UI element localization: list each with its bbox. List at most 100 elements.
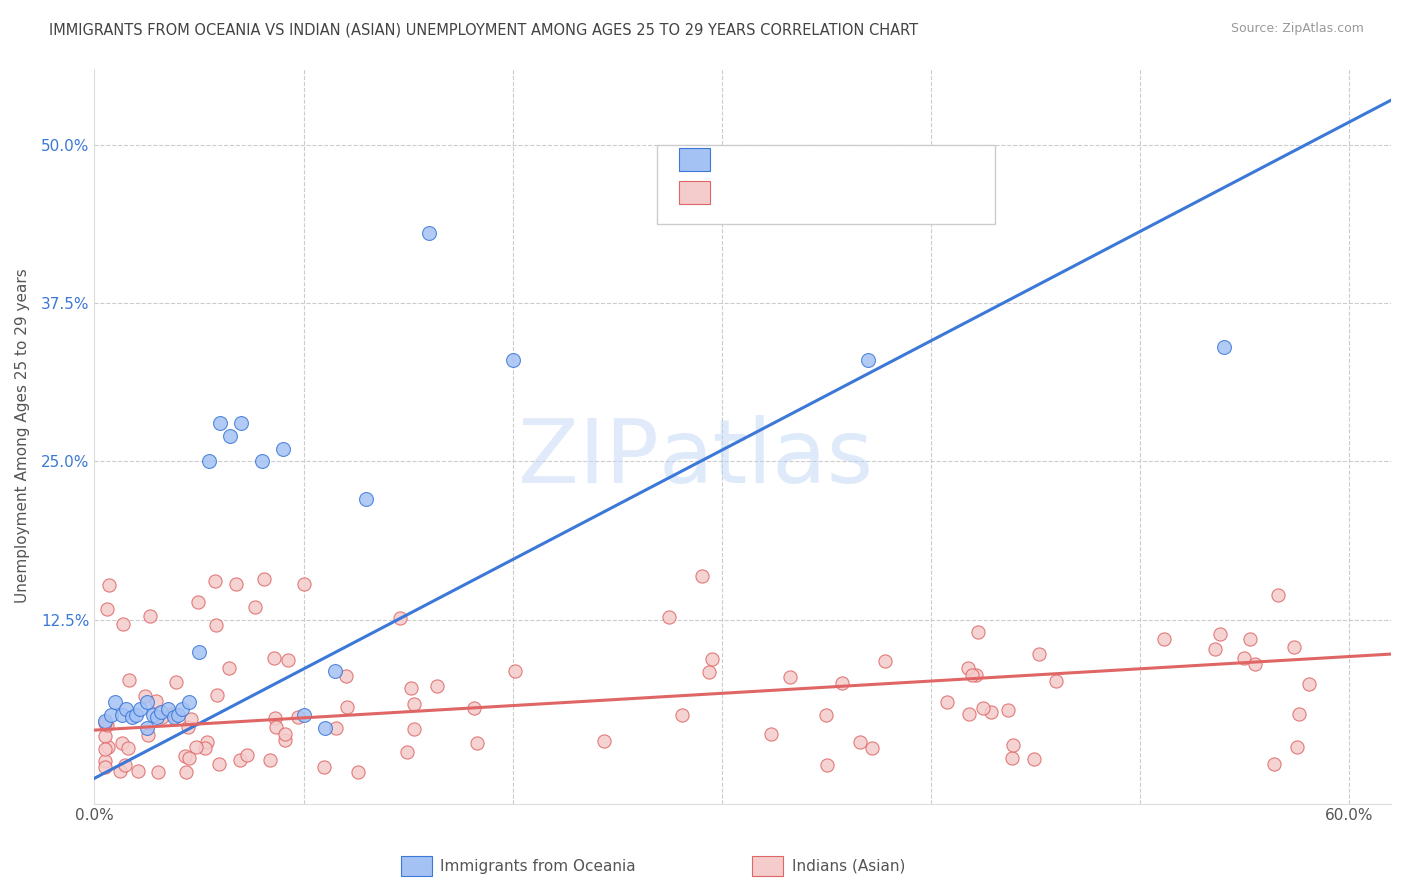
Point bbox=[250, 454, 273, 468]
Point bbox=[1024, 751, 1046, 765]
Point bbox=[1285, 739, 1308, 754]
Point bbox=[94, 760, 117, 774]
Point bbox=[94, 754, 117, 768]
Point bbox=[817, 757, 839, 772]
Point bbox=[314, 721, 336, 735]
Point bbox=[388, 611, 411, 625]
Point bbox=[97, 740, 120, 755]
Point bbox=[94, 716, 117, 731]
Point bbox=[957, 661, 980, 675]
Point bbox=[173, 748, 195, 763]
Point bbox=[271, 442, 294, 456]
Point bbox=[1153, 632, 1175, 646]
Point bbox=[156, 701, 179, 715]
Point bbox=[136, 728, 159, 742]
Text: N =  26: N = 26 bbox=[841, 152, 898, 167]
Text: ZIP: ZIP bbox=[517, 415, 658, 501]
Point bbox=[1267, 588, 1289, 602]
Point bbox=[697, 665, 720, 680]
Point bbox=[873, 654, 896, 668]
Point bbox=[145, 694, 167, 708]
Point bbox=[188, 644, 211, 658]
Point bbox=[146, 710, 169, 724]
Point bbox=[292, 707, 315, 722]
Point bbox=[1244, 657, 1267, 671]
Point bbox=[690, 569, 713, 583]
Point bbox=[135, 695, 157, 709]
Point bbox=[860, 740, 883, 755]
Point bbox=[426, 679, 449, 693]
Point bbox=[253, 572, 276, 586]
Point bbox=[104, 695, 127, 709]
Point bbox=[1204, 642, 1226, 657]
Point bbox=[465, 736, 488, 750]
Point bbox=[463, 701, 485, 715]
Point bbox=[287, 710, 309, 724]
Point bbox=[139, 609, 162, 624]
Point bbox=[150, 706, 173, 720]
Point bbox=[356, 492, 378, 507]
Point bbox=[849, 735, 872, 749]
Point bbox=[779, 670, 801, 684]
Point bbox=[117, 673, 139, 688]
Point bbox=[198, 454, 221, 468]
Text: R = 0.278: R = 0.278 bbox=[721, 185, 797, 200]
Point bbox=[163, 710, 186, 724]
Point bbox=[314, 759, 336, 773]
Point bbox=[108, 764, 131, 778]
Point bbox=[236, 748, 259, 763]
Point bbox=[1239, 632, 1261, 646]
Point bbox=[194, 741, 217, 756]
Point bbox=[277, 653, 299, 667]
Point bbox=[94, 729, 117, 743]
Point bbox=[323, 664, 346, 678]
Point bbox=[134, 690, 156, 704]
Point bbox=[1001, 750, 1024, 764]
Point bbox=[1288, 706, 1310, 721]
Point bbox=[273, 732, 295, 747]
Point bbox=[395, 745, 418, 759]
Point bbox=[346, 764, 368, 779]
Point bbox=[980, 705, 1002, 719]
Point bbox=[965, 668, 987, 682]
Point bbox=[759, 727, 782, 741]
Point bbox=[208, 417, 231, 431]
Text: N = 106: N = 106 bbox=[841, 185, 903, 200]
Point bbox=[177, 695, 200, 709]
Point bbox=[263, 651, 285, 665]
Point bbox=[94, 714, 117, 729]
Y-axis label: Unemployment Among Ages 25 to 29 years: Unemployment Among Ages 25 to 29 years bbox=[15, 268, 30, 604]
Point bbox=[1233, 651, 1256, 665]
Point bbox=[503, 664, 526, 678]
Point bbox=[205, 688, 228, 702]
Point bbox=[172, 701, 194, 715]
Point bbox=[1002, 738, 1025, 752]
Point bbox=[1028, 647, 1050, 661]
Point bbox=[814, 708, 837, 723]
Text: Indians (Asian): Indians (Asian) bbox=[792, 859, 905, 873]
Point bbox=[274, 727, 297, 741]
Text: Immigrants from Oceania: Immigrants from Oceania bbox=[440, 859, 636, 873]
Point bbox=[858, 353, 880, 368]
Point bbox=[264, 720, 287, 734]
Point bbox=[94, 742, 117, 756]
Point bbox=[205, 617, 228, 632]
Point bbox=[225, 577, 247, 591]
Point bbox=[997, 703, 1019, 717]
Point bbox=[399, 681, 422, 695]
Point bbox=[325, 721, 347, 735]
Point bbox=[111, 736, 134, 750]
Point bbox=[336, 700, 359, 714]
Text: IMMIGRANTS FROM OCEANIA VS INDIAN (ASIAN) UNEMPLOYMENT AMONG AGES 25 TO 29 YEARS: IMMIGRANTS FROM OCEANIA VS INDIAN (ASIAN… bbox=[49, 22, 918, 37]
Point bbox=[1284, 640, 1306, 655]
Point bbox=[165, 674, 187, 689]
Point bbox=[115, 701, 138, 715]
Point bbox=[229, 753, 252, 767]
Point bbox=[502, 353, 524, 368]
Point bbox=[96, 717, 118, 731]
Text: Source: ZipAtlas.com: Source: ZipAtlas.com bbox=[1230, 22, 1364, 36]
Point bbox=[700, 652, 723, 666]
Point bbox=[263, 711, 285, 725]
Point bbox=[208, 756, 231, 771]
Point bbox=[957, 706, 980, 721]
